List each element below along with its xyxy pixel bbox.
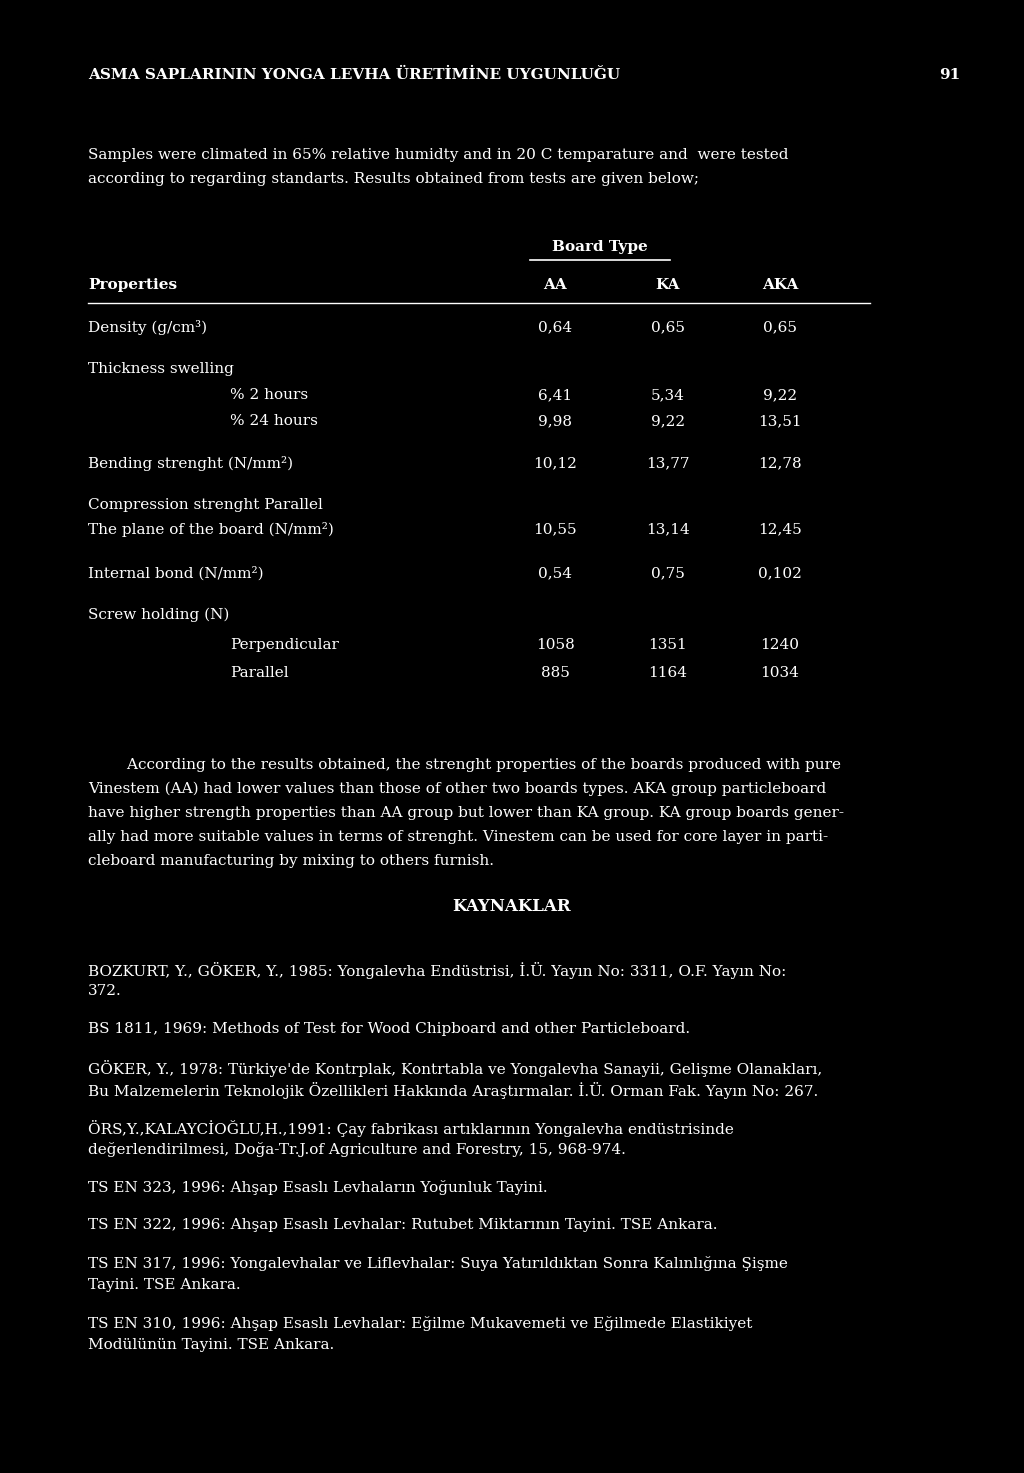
Text: Samples were climated in 65% relative humidty and in 20 C temparature and  were : Samples were climated in 65% relative hu… — [88, 147, 788, 162]
Text: Compression strenght Parallel: Compression strenght Parallel — [88, 498, 323, 513]
Text: ally had more suitable values in terms of strenght. Vinestem can be used for cor: ally had more suitable values in terms o… — [88, 829, 828, 844]
Text: 10,55: 10,55 — [534, 521, 577, 536]
Text: Density (g/cm³): Density (g/cm³) — [88, 320, 207, 334]
Text: 13,51: 13,51 — [758, 414, 802, 429]
Text: ÖRS,Y.,KALAYCİOĞLU,H.,1991: Çay fabrikası artıklarının Yongalevha endüstrisinde: ÖRS,Y.,KALAYCİOĞLU,H.,1991: Çay fabrikas… — [88, 1119, 734, 1137]
Text: 1351: 1351 — [648, 638, 687, 653]
Text: Screw holding (N): Screw holding (N) — [88, 608, 229, 623]
Text: 1240: 1240 — [761, 638, 800, 653]
Text: Vinestem (AA) had lower values than those of other two boards types. AKA group p: Vinestem (AA) had lower values than thos… — [88, 782, 826, 797]
Text: 0,75: 0,75 — [651, 566, 685, 580]
Text: have higher strength properties than AA group but lower than KA group. KA group : have higher strength properties than AA … — [88, 806, 844, 820]
Text: değerlendirilmesi, Doğa-Tr.J.of Agriculture and Forestry, 15, 968-974.: değerlendirilmesi, Doğa-Tr.J.of Agricult… — [88, 1142, 626, 1156]
Text: AKA: AKA — [762, 278, 798, 292]
Text: 372.: 372. — [88, 984, 122, 999]
Text: KAYNAKLAR: KAYNAKLAR — [453, 899, 571, 915]
Text: BS 1811, 1969: Methods of Test for Wood Chipboard and other Particleboard.: BS 1811, 1969: Methods of Test for Wood … — [88, 1022, 690, 1036]
Text: 0,65: 0,65 — [763, 320, 797, 334]
Text: 885: 885 — [541, 666, 569, 681]
Text: TS EN 310, 1996: Ahşap Esaslı Levhalar: Eğilme Mukavemeti ve Eğilmede Elastikiye: TS EN 310, 1996: Ahşap Esaslı Levhalar: … — [88, 1315, 753, 1332]
Text: 0,54: 0,54 — [538, 566, 572, 580]
Text: 9,22: 9,22 — [763, 387, 797, 402]
Text: % 24 hours: % 24 hours — [230, 414, 317, 429]
Text: 0,64: 0,64 — [538, 320, 572, 334]
Text: The plane of the board (N/mm²): The plane of the board (N/mm²) — [88, 521, 334, 538]
Text: Bending strenght (N/mm²): Bending strenght (N/mm²) — [88, 457, 293, 471]
Text: 10,12: 10,12 — [534, 457, 577, 470]
Text: Internal bond (N/mm²): Internal bond (N/mm²) — [88, 566, 263, 580]
Text: 91: 91 — [939, 68, 961, 82]
Text: 0,102: 0,102 — [758, 566, 802, 580]
Text: Properties: Properties — [88, 278, 177, 292]
Text: Thickness swelling: Thickness swelling — [88, 362, 233, 376]
Text: AA: AA — [543, 278, 567, 292]
Text: 12,45: 12,45 — [758, 521, 802, 536]
Text: 9,98: 9,98 — [538, 414, 572, 429]
Text: Board Type: Board Type — [552, 240, 648, 253]
Text: 0,65: 0,65 — [651, 320, 685, 334]
Text: 9,22: 9,22 — [651, 414, 685, 429]
Text: 6,41: 6,41 — [538, 387, 572, 402]
Text: 1058: 1058 — [536, 638, 574, 653]
Text: BOZKURT, Y., GÖKER, Y., 1985: Yongalevha Endüstrisi, İ.Ü. Yayın No: 3311, O.F. Y: BOZKURT, Y., GÖKER, Y., 1985: Yongalevha… — [88, 962, 786, 980]
Text: KA: KA — [655, 278, 680, 292]
Text: 13,14: 13,14 — [646, 521, 690, 536]
Text: Tayini. TSE Ankara.: Tayini. TSE Ankara. — [88, 1279, 241, 1292]
Text: Modülünün Tayini. TSE Ankara.: Modülünün Tayini. TSE Ankara. — [88, 1337, 334, 1352]
Text: Parallel: Parallel — [230, 666, 289, 681]
Text: TS EN 322, 1996: Ahşap Esaslı Levhalar: Rutubet Miktarının Tayini. TSE Ankara.: TS EN 322, 1996: Ahşap Esaslı Levhalar: … — [88, 1218, 718, 1231]
Text: GÖKER, Y., 1978: Türkiye'de Kontrplak, Kontrtabla ve Yongalevha Sanayii, Gelişme: GÖKER, Y., 1978: Türkiye'de Kontrplak, K… — [88, 1061, 822, 1077]
Text: according to regarding standarts. Results obtained from tests are given below;: according to regarding standarts. Result… — [88, 172, 699, 186]
Text: 1164: 1164 — [648, 666, 687, 681]
Text: 12,78: 12,78 — [758, 457, 802, 470]
Text: Bu Malzemelerin Teknolojik Özellikleri Hakkında Araştırmalar. İ.Ü. Orman Fak. Ya: Bu Malzemelerin Teknolojik Özellikleri H… — [88, 1083, 818, 1099]
Text: cleboard manufacturing by mixing to others furnish.: cleboard manufacturing by mixing to othe… — [88, 854, 494, 868]
Text: 13,77: 13,77 — [646, 457, 690, 470]
Text: TS EN 317, 1996: Yongalevhalar ve Liflevhalar: Suya Yatırıldıktan Sonra Kalınlığ: TS EN 317, 1996: Yongalevhalar ve Liflev… — [88, 1256, 787, 1271]
Text: ASMA SAPLARININ YONGA LEVHA ÜRETİMİNE UYGUNLUĞU: ASMA SAPLARININ YONGA LEVHA ÜRETİMİNE UY… — [88, 68, 621, 82]
Text: 1034: 1034 — [761, 666, 800, 681]
Text: 5,34: 5,34 — [651, 387, 685, 402]
Text: TS EN 323, 1996: Ahşap Esaslı Levhaların Yoğunluk Tayini.: TS EN 323, 1996: Ahşap Esaslı Levhaların… — [88, 1180, 548, 1195]
Text: % 2 hours: % 2 hours — [230, 387, 308, 402]
Text: Perpendicular: Perpendicular — [230, 638, 339, 653]
Text: According to the results obtained, the strenght properties of the boards produce: According to the results obtained, the s… — [88, 759, 841, 772]
